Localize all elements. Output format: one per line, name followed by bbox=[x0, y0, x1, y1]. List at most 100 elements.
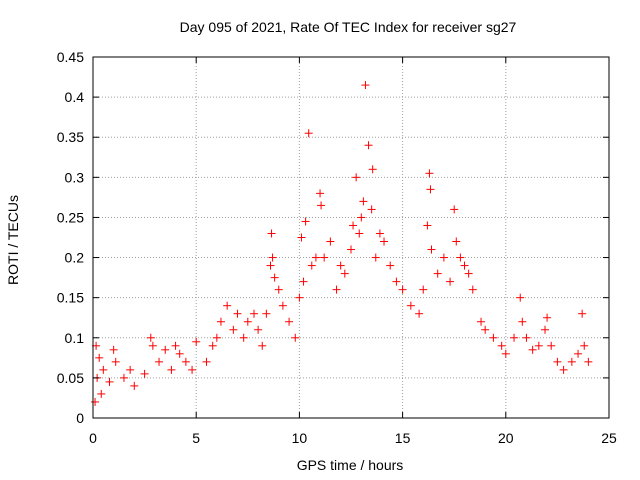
y-tick-label: 0.4 bbox=[65, 89, 85, 105]
grid bbox=[93, 57, 609, 418]
plot-frame bbox=[92, 56, 610, 419]
data-point bbox=[380, 237, 389, 246]
data-point bbox=[336, 261, 345, 270]
data-series bbox=[91, 81, 593, 406]
data-point bbox=[446, 277, 455, 286]
y-tick-label: 0.25 bbox=[57, 209, 84, 225]
y-axis-label: ROTI / TECUs bbox=[5, 195, 21, 285]
x-tick-label: 25 bbox=[601, 430, 617, 446]
data-point bbox=[99, 365, 108, 374]
data-point bbox=[320, 253, 329, 262]
data-point bbox=[367, 205, 376, 214]
y-tick-label: 0.1 bbox=[65, 330, 85, 346]
data-point bbox=[510, 333, 519, 342]
data-point bbox=[584, 357, 593, 366]
data-point bbox=[361, 81, 370, 90]
data-point bbox=[119, 373, 128, 382]
data-point bbox=[126, 365, 135, 374]
data-point bbox=[423, 221, 432, 230]
x-tick-label: 20 bbox=[498, 430, 514, 446]
data-point bbox=[450, 205, 459, 214]
data-point bbox=[578, 309, 587, 318]
y-tick-label: 0.2 bbox=[65, 250, 85, 266]
data-point bbox=[111, 357, 120, 366]
data-point bbox=[262, 309, 271, 318]
axis-ticks: 0 0.05 0.1 0.15 0.2 0.25 0.3 0.35 0.4 0.45 0 5 10 15 2… bbox=[57, 49, 617, 446]
x-axis-label: GPS time / hours bbox=[297, 457, 404, 473]
data-point bbox=[148, 341, 157, 350]
data-point bbox=[543, 313, 552, 322]
data-point bbox=[518, 317, 527, 326]
data-point bbox=[398, 285, 407, 294]
data-point bbox=[340, 269, 349, 278]
data-point bbox=[516, 293, 525, 302]
data-point bbox=[489, 333, 498, 342]
data-point bbox=[419, 285, 428, 294]
data-point bbox=[301, 217, 310, 226]
data-point bbox=[481, 325, 490, 334]
data-point bbox=[352, 173, 361, 182]
data-point bbox=[278, 301, 287, 310]
data-point bbox=[497, 341, 506, 350]
data-point bbox=[316, 189, 325, 198]
data-point bbox=[202, 357, 211, 366]
data-point bbox=[332, 285, 341, 294]
data-point bbox=[375, 229, 384, 238]
data-point bbox=[175, 349, 184, 358]
x-tick-label: 0 bbox=[89, 430, 97, 446]
data-point bbox=[130, 381, 139, 390]
data-point bbox=[239, 333, 248, 342]
data-point bbox=[243, 317, 252, 326]
y-tick-label: 0.05 bbox=[57, 370, 84, 386]
data-point bbox=[285, 317, 294, 326]
y-tick-label: 0.3 bbox=[65, 169, 85, 185]
data-point bbox=[559, 365, 568, 374]
data-point bbox=[109, 345, 118, 354]
data-point bbox=[468, 285, 477, 294]
data-point bbox=[161, 345, 170, 354]
data-point bbox=[266, 261, 275, 270]
data-point bbox=[534, 341, 543, 350]
data-point bbox=[270, 273, 279, 282]
data-point bbox=[347, 245, 355, 254]
data-point bbox=[501, 349, 510, 358]
data-point bbox=[274, 285, 283, 294]
data-point bbox=[212, 333, 221, 342]
data-point bbox=[229, 325, 238, 334]
data-point bbox=[371, 253, 380, 262]
data-point bbox=[574, 349, 583, 358]
data-point bbox=[95, 353, 104, 362]
data-point bbox=[392, 277, 401, 286]
data-point bbox=[155, 357, 164, 366]
data-point bbox=[223, 301, 232, 310]
data-point bbox=[406, 301, 415, 310]
data-point bbox=[567, 357, 576, 366]
data-point bbox=[97, 389, 106, 398]
data-point bbox=[355, 229, 364, 238]
data-point bbox=[268, 253, 277, 262]
y-tick-label: 0 bbox=[76, 410, 84, 426]
data-point bbox=[477, 317, 486, 326]
data-point bbox=[364, 141, 373, 150]
data-point bbox=[307, 261, 316, 270]
data-point bbox=[146, 333, 155, 342]
data-point bbox=[317, 201, 326, 210]
data-point bbox=[181, 357, 190, 366]
data-point bbox=[368, 165, 377, 174]
data-point bbox=[304, 129, 313, 138]
data-point bbox=[522, 333, 531, 342]
data-point bbox=[140, 369, 149, 378]
data-point bbox=[359, 197, 368, 206]
x-tick-label: 5 bbox=[192, 430, 200, 446]
data-point bbox=[188, 365, 197, 374]
x-tick-label: 15 bbox=[395, 430, 411, 446]
data-point bbox=[580, 341, 589, 350]
data-point bbox=[91, 397, 100, 406]
x-tick-label: 10 bbox=[292, 430, 308, 446]
data-point bbox=[299, 277, 308, 286]
data-point bbox=[433, 269, 442, 278]
data-point bbox=[415, 309, 424, 318]
data-point bbox=[105, 377, 114, 386]
data-point bbox=[311, 253, 320, 262]
